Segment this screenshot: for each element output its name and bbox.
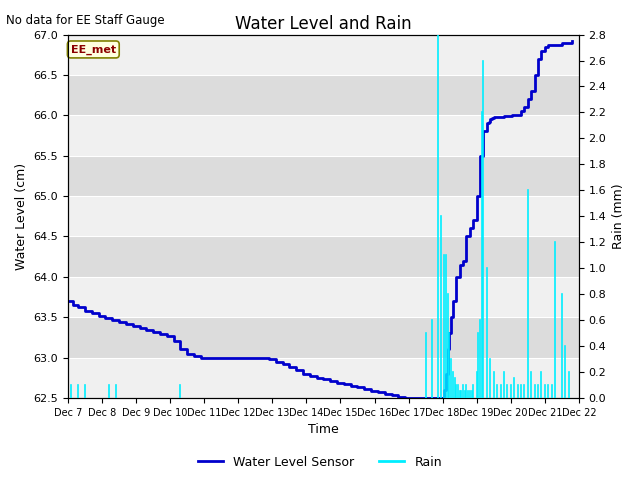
Text: No data for EE Staff Gauge: No data for EE Staff Gauge: [6, 14, 165, 27]
Text: EE_met: EE_met: [71, 44, 116, 55]
Y-axis label: Rain (mm): Rain (mm): [612, 183, 625, 249]
Bar: [68, 75, 579, 115]
Bar: [68, 277, 579, 317]
Bar: [68, 115, 579, 156]
Bar: [68, 358, 579, 398]
Bar: [68, 237, 579, 277]
Bar: [68, 35, 579, 75]
Bar: [68, 156, 579, 196]
Legend: Water Level Sensor, Rain: Water Level Sensor, Rain: [193, 451, 447, 474]
X-axis label: Time: Time: [308, 423, 339, 436]
Bar: [68, 317, 579, 358]
Bar: [68, 196, 579, 237]
Y-axis label: Water Level (cm): Water Level (cm): [15, 163, 28, 270]
Title: Water Level and Rain: Water Level and Rain: [235, 15, 412, 33]
